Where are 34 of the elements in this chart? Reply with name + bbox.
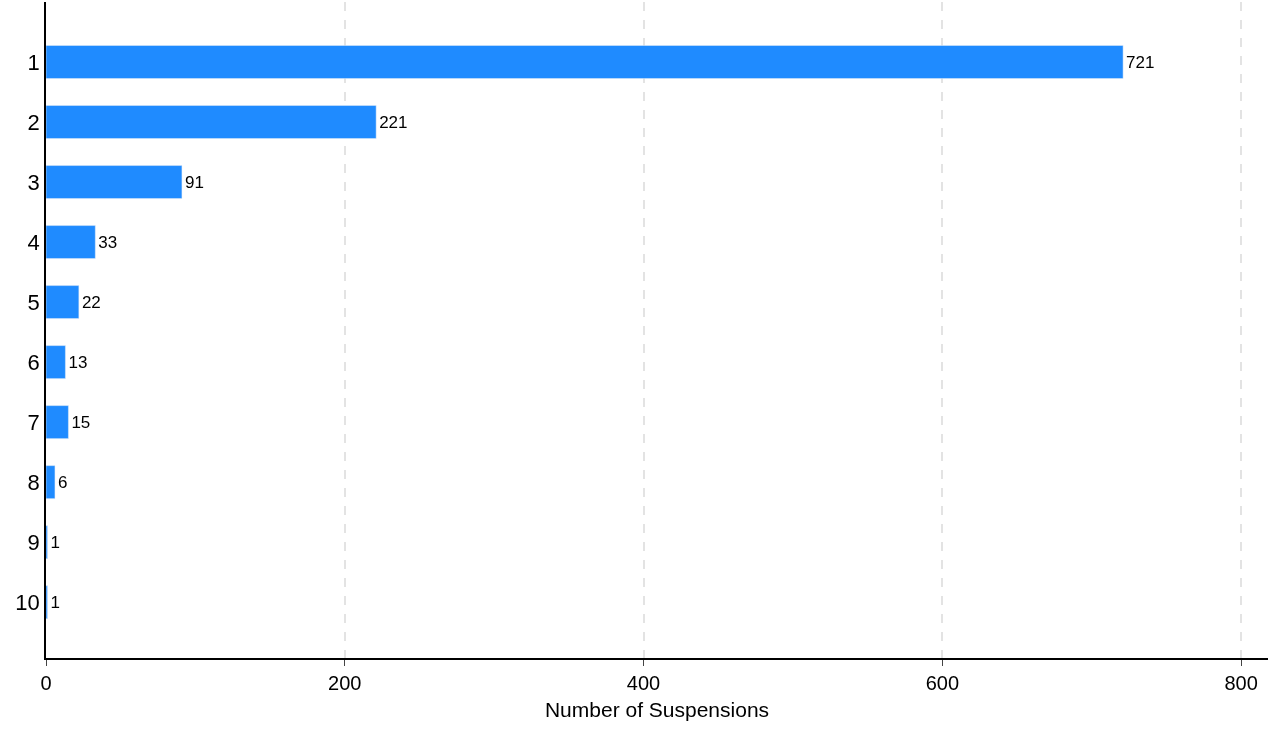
data-label: 33 <box>98 232 118 252</box>
y-tick-label: 2 <box>27 109 40 135</box>
bar <box>46 465 56 499</box>
y-tick-label: 9 <box>27 529 40 555</box>
bar <box>46 285 80 319</box>
x-tick-label: 400 <box>626 671 661 694</box>
data-label: 6 <box>57 472 68 492</box>
data-label: 1 <box>50 532 60 552</box>
y-tick-label: 7 <box>27 409 40 435</box>
y-tick-label: 8 <box>27 469 40 495</box>
y-tick-label: 10 <box>15 589 40 615</box>
x-tick-label: 200 <box>328 671 362 694</box>
bar <box>46 405 69 439</box>
y-tick-label: 3 <box>27 169 40 195</box>
data-label: 13 <box>68 352 88 372</box>
data-label: 721 <box>1126 52 1155 72</box>
data-label: 91 <box>184 172 204 192</box>
x-axis-title: Number of Suspensions <box>544 698 770 722</box>
bar <box>46 345 66 379</box>
y-tick-label: 1 <box>27 49 40 75</box>
y-tick-label: 5 <box>27 289 40 315</box>
data-label: 22 <box>81 292 101 312</box>
bar <box>46 165 183 199</box>
x-tick-label: 0 <box>40 671 52 694</box>
bar <box>46 45 1124 79</box>
data-label: 15 <box>71 412 91 432</box>
data-label: 1 <box>50 592 60 612</box>
x-tick-label: 800 <box>1224 671 1258 694</box>
y-tick-label: 6 <box>27 349 40 375</box>
bar <box>46 105 377 139</box>
x-tick-label: 600 <box>925 671 960 694</box>
y-tick-label: 4 <box>27 229 40 255</box>
data-label: 221 <box>379 112 408 132</box>
bar <box>46 225 96 259</box>
